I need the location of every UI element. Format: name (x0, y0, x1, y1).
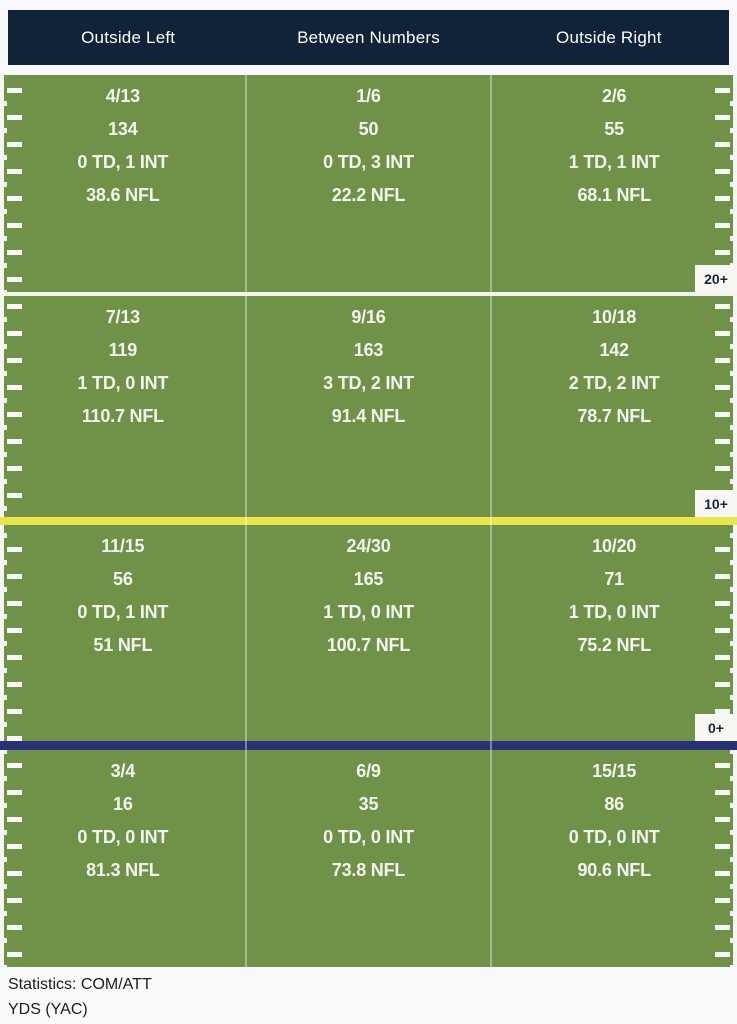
stat-yards: 35 (358, 794, 379, 814)
stat-yards: 86 (604, 794, 624, 814)
stat-rating: 38.6 NFL (86, 185, 160, 205)
zone-cell: 2/6 55 1 TD, 1 INT 68.1 NFL (491, 75, 737, 292)
zone-badge-0plus: 0+ (695, 714, 737, 741)
zone-divider-yellow (0, 517, 737, 525)
stat-com-att: 4/13 (105, 86, 140, 106)
zone-cell: 10/18 142 2 TD, 2 INT 78.7 NFL (491, 296, 737, 517)
stat-rating: 73.8 NFL (331, 860, 406, 880)
zone-cell: 15/15 86 0 TD, 0 INT 90.6 NFL (491, 750, 737, 967)
stat-td-int: 1 TD, 0 INT (77, 373, 169, 393)
zone-cell: 11/15 56 0 TD, 1 INT 51 NFL (0, 525, 246, 741)
column-divider-right (490, 75, 492, 967)
field-chart: 4/13 134 0 TD, 1 INT 38.6 NFL 1/6 50 0 T… (0, 75, 737, 967)
stat-com-att: 7/13 (105, 307, 140, 327)
stat-yards: 56 (113, 569, 133, 589)
stat-td-int: 0 TD, 0 INT (323, 827, 414, 847)
zone-cell: 24/30 165 1 TD, 0 INT 100.7 NFL (246, 525, 492, 741)
stat-yards: 134 (108, 119, 138, 139)
column-header-bar: Outside Left Between Numbers Outside Rig… (8, 10, 729, 65)
field-zone-20plus: 4/13 134 0 TD, 1 INT 38.6 NFL 1/6 50 0 T… (0, 75, 737, 292)
statistics-legend: Statistics: COM/ATT YDS (YAC) (8, 972, 152, 1022)
stat-rating: 91.4 NFL (331, 406, 406, 426)
zone-badge-20plus: 20+ (695, 265, 737, 292)
stat-td-int: 2 TD, 2 INT (568, 373, 660, 393)
stat-com-att: 2/6 (601, 86, 627, 106)
stat-com-att: 11/15 (101, 536, 145, 556)
stat-com-att: 24/30 (346, 536, 391, 556)
stat-yards: 16 (113, 794, 133, 814)
stat-com-att: 3/4 (110, 761, 136, 781)
column-divider-left (245, 75, 247, 967)
stat-com-att: 1/6 (356, 86, 381, 106)
stat-rating: 100.7 NFL (326, 635, 411, 655)
stat-td-int: 3 TD, 2 INT (323, 373, 414, 393)
stat-td-int: 0 TD, 0 INT (77, 827, 169, 847)
zone-cell: 10/20 71 1 TD, 0 INT 75.2 NFL (491, 525, 737, 741)
stat-td-int: 1 TD, 0 INT (568, 602, 660, 622)
stat-yards: 142 (599, 340, 629, 360)
stat-td-int: 0 TD, 1 INT (77, 152, 169, 172)
zone-cell: 3/4 16 0 TD, 0 INT 81.3 NFL (0, 750, 246, 967)
zone-cell: 7/13 119 1 TD, 0 INT 110.7 NFL (0, 296, 246, 517)
legend-line-1: Statistics: COM/ATT (8, 976, 152, 993)
stat-yards: 55 (604, 119, 624, 139)
column-label-between-numbers: Between Numbers (297, 27, 440, 47)
stat-com-att: 6/9 (356, 761, 381, 781)
stat-rating: 110.7 NFL (81, 406, 164, 426)
column-label-outside-left: Outside Left (81, 27, 176, 47)
stat-com-att: 15/15 (592, 761, 637, 781)
stat-rating: 68.1 NFL (577, 185, 651, 205)
zone-divider-blue (0, 741, 737, 750)
stat-rating: 51 NFL (93, 635, 153, 655)
zone-cell: 9/16 163 3 TD, 2 INT 91.4 NFL (246, 296, 492, 517)
stat-td-int: 1 TD, 1 INT (568, 152, 660, 172)
zone-cell: 6/9 35 0 TD, 0 INT 73.8 NFL (246, 750, 492, 967)
stat-yards: 71 (604, 569, 624, 589)
stat-com-att: 10/18 (592, 307, 637, 327)
left-sideline-ticks (0, 101, 7, 967)
right-sideline-ticks (730, 101, 737, 967)
stat-rating: 75.2 NFL (577, 635, 651, 655)
stat-yards: 50 (358, 119, 379, 139)
stat-rating: 78.7 NFL (577, 406, 651, 426)
legend-line-2: YDS (YAC) (8, 1001, 88, 1018)
stat-td-int: 1 TD, 0 INT (323, 602, 414, 622)
stat-com-att: 9/16 (351, 307, 386, 327)
stat-td-int: 0 TD, 1 INT (77, 602, 169, 622)
zone-divider-white (0, 292, 737, 296)
field-zone-behind-los: 3/4 16 0 TD, 0 INT 81.3 NFL 6/9 35 0 TD,… (0, 750, 737, 967)
stat-rating: 90.6 NFL (577, 860, 651, 880)
field-zone-10plus: 7/13 119 1 TD, 0 INT 110.7 NFL 9/16 163 … (0, 296, 737, 517)
stat-rating: 81.3 NFL (86, 860, 160, 880)
stat-com-att: 10/20 (592, 536, 637, 556)
zone-cell: 4/13 134 0 TD, 1 INT 38.6 NFL (0, 75, 246, 292)
field-zone-0plus: 11/15 56 0 TD, 1 INT 51 NFL 24/30 165 1 … (0, 525, 737, 741)
stat-yards: 163 (353, 340, 384, 360)
stat-td-int: 0 TD, 3 INT (323, 152, 414, 172)
zone-cell: 1/6 50 0 TD, 3 INT 22.2 NFL (246, 75, 492, 292)
stat-rating: 22.2 NFL (331, 185, 406, 205)
stat-td-int: 0 TD, 0 INT (568, 827, 660, 847)
zone-badge-10plus: 10+ (695, 490, 737, 517)
column-label-outside-right: Outside Right (556, 27, 662, 47)
stat-yards: 119 (108, 340, 138, 360)
stat-yards: 165 (353, 569, 384, 589)
